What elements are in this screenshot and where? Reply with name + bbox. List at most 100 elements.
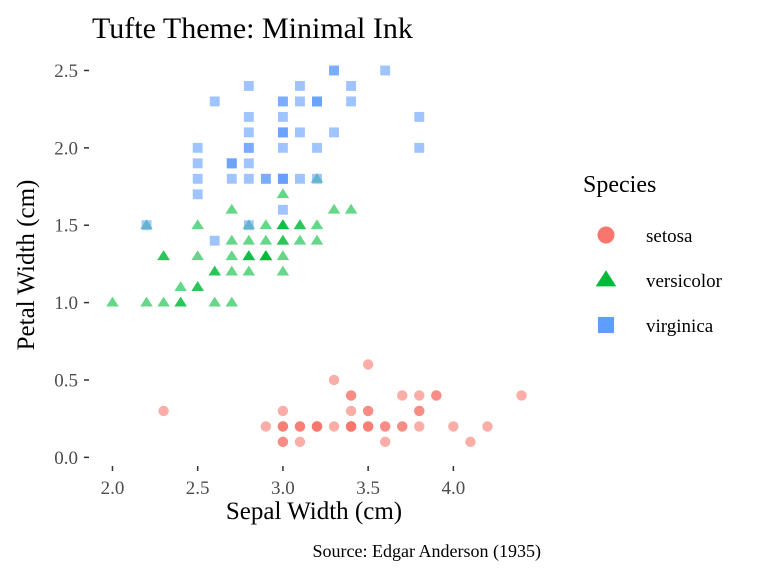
data-point-versicolor [174,281,187,292]
data-point-setosa [277,421,289,432]
data-point-virginica [312,96,322,107]
data-point-virginica [192,189,203,200]
data-point-versicolor [242,234,256,245]
legend-label: setosa [646,226,693,247]
x-tick-label: 2.0 [101,478,125,499]
data-point-versicolor [208,265,222,276]
data-point-setosa [379,421,391,432]
data-point-versicolor [276,250,290,261]
data-point-virginica [380,65,391,76]
data-point-virginica [277,127,288,138]
data-point-virginica [243,158,254,169]
data-point-virginica [192,142,203,153]
x-tick-label: 4.0 [441,478,465,499]
legend-key-versicolor [595,270,617,287]
data-point-virginica [329,65,339,76]
chart-title: Tufte Theme: Minimal Ink [92,12,413,45]
data-point-versicolor [157,250,170,261]
data-point-setosa [482,421,493,432]
data-point-setosa [277,436,289,448]
data-point-virginica [226,173,237,184]
data-point-virginica [209,96,220,107]
legend-item-versicolor: versicolor [595,270,723,292]
data-point-versicolor [310,234,324,245]
data-point-versicolor [327,203,341,214]
legend-key-virginica [597,316,615,334]
data-point-versicolor [259,219,273,230]
data-point-setosa [465,436,476,448]
data-point-setosa [260,421,272,432]
y-axis: 0.0 0.5 1.0 1.5 2.0 2.5 [54,61,89,469]
data-point-setosa [345,390,357,401]
data-point-virginica [295,96,305,107]
data-point-versicolor [208,296,222,307]
data-point-virginica [295,81,305,91]
data-point-setosa [379,436,391,448]
data-point-versicolor [276,188,290,199]
y-axis-title: Petal Width (cm) [13,180,40,351]
data-point-virginica [414,111,425,122]
legend-items: setosa versicolor virginica [595,226,723,337]
data-point-setosa [414,390,425,401]
data-point-virginica [243,127,254,138]
data-point-virginica [295,127,305,138]
data-point-virginica [243,142,254,153]
data-point-virginica [414,142,425,153]
data-point-setosa [397,390,408,401]
data-point-virginica [243,81,254,91]
data-point-virginica [192,173,203,184]
data-point-virginica [312,173,322,184]
y-tick-label: 1.0 [54,293,78,314]
data-point-setosa [448,421,459,432]
legend-item-virginica: virginica [597,316,714,337]
data-point-setosa [362,421,374,432]
data-point-versicolor [293,234,307,245]
data-point-virginica [346,96,357,107]
x-tick-label: 2.5 [186,478,210,499]
data-point-virginica [346,81,357,91]
chart-caption: Source: Edgar Anderson (1935) [313,541,541,562]
data-point-virginica [192,158,203,169]
y-tick-label: 2.0 [54,138,78,159]
data-point-versicolor [293,219,307,230]
data-point-virginica [277,173,288,184]
data-point-versicolor [191,219,204,230]
data-point-versicolor [225,234,239,245]
data-point-setosa [431,390,442,401]
data-point-setosa [158,405,169,417]
legend: Species setosa versicolor virginica [583,172,723,337]
data-point-virginica [277,142,288,153]
data-point-versicolor [344,203,358,214]
data-point-versicolor [310,219,324,230]
data-point-setosa [294,436,306,448]
data-point-virginica [277,111,288,122]
legend-label: versicolor [646,271,723,292]
y-tick-label: 2.5 [54,61,78,82]
data-point-versicolor [140,296,153,307]
data-point-setosa [362,359,374,370]
data-point-setosa [328,374,340,386]
data-point-versicolor [276,219,290,230]
data-point-setosa [362,405,374,417]
x-tick-label: 3.0 [271,478,295,499]
data-point-versicolor [225,203,239,214]
data-point-virginica [277,204,288,215]
data-point-virginica [243,111,254,122]
data-point-virginica [329,127,339,138]
data-point-setosa [345,421,357,432]
data-point-setosa [311,421,323,432]
legend-title: Species [583,172,656,198]
data-point-versicolor [225,296,239,307]
data-point-virginica [312,142,322,153]
y-tick-label: 1.5 [54,216,78,237]
legend-item-setosa: setosa [597,226,693,247]
data-point-versicolor [106,296,119,307]
data-point-versicolor [259,234,273,245]
data-point-versicolor [242,250,256,261]
data-point-versicolor [276,234,290,245]
data-point-versicolor [225,265,239,276]
x-tick-label: 3.5 [356,478,380,499]
data-point-setosa [397,421,408,432]
data-point-virginica [295,173,305,184]
x-axis-title: Sepal Width (cm) [226,498,402,525]
